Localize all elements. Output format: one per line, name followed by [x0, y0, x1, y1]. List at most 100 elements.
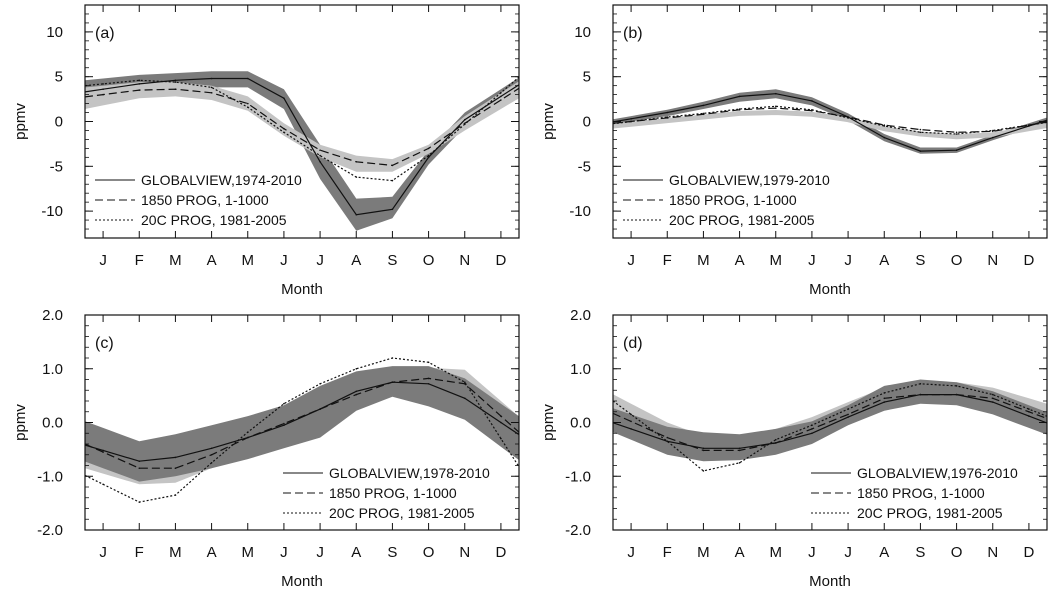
data-point-solid-4	[738, 447, 741, 450]
series-line-dotted	[85, 76, 519, 182]
data-point-dotted-9	[919, 383, 922, 385]
data-point-dotted-10	[955, 385, 958, 387]
data-point-dotted-7	[319, 383, 321, 385]
x-tick-label: J	[627, 252, 635, 269]
y-tick-label: -1.0	[565, 468, 591, 485]
uncertainty-band-2	[613, 379, 1047, 462]
legend-label: GLOBALVIEW,1979-2010	[669, 172, 830, 188]
data-point-solid-2	[138, 460, 141, 463]
uncertainty-band-1	[613, 89, 1047, 154]
x-tick-label: O	[951, 544, 963, 561]
data-point-dotted-5	[775, 438, 777, 441]
chart-panel-3: J F M A M J J A S O N D 2.0 1.0 0.0 -1.0 -2.0 Month ppmv (c…	[12, 307, 520, 590]
legend-label: 20C PROG, 1981-2005	[141, 212, 287, 228]
data-point-dotted-6	[283, 402, 285, 405]
x-tick-label: O	[423, 252, 435, 269]
x-tick-label: A	[735, 544, 745, 561]
data-point-dotted-2	[138, 501, 141, 503]
y-axis-title: ppmv	[540, 103, 557, 140]
data-point-dotted-4	[738, 462, 741, 464]
data-point-dashed-7	[319, 149, 321, 151]
data-point-dotted-6	[283, 131, 285, 134]
series-line-dashed	[613, 394, 1047, 451]
x-tick-label: A	[879, 252, 889, 269]
x-tick-label: D	[1023, 544, 1034, 561]
x-tick-label: M	[169, 544, 182, 561]
x-tick-label: M	[697, 544, 710, 561]
data-point-dashed-10	[427, 147, 430, 150]
legend-label: GLOBALVIEW,1974-2010	[141, 172, 302, 188]
data-point-dotted-11	[992, 393, 994, 396]
plot-area	[613, 379, 1047, 472]
x-tick-label: J	[280, 252, 288, 269]
chart-panel-4: J F M A M J J A S O N D 2.0 1.0 0.0 -1.0 -2.0 Month ppmv (d…	[540, 307, 1048, 590]
data-point-dashed-5	[775, 107, 777, 109]
y-tick-label: 5	[583, 69, 591, 86]
data-point-solid-10	[955, 149, 958, 151]
data-point-dotted-8	[355, 176, 358, 178]
data-point-solid-10	[427, 383, 430, 385]
x-tick-label: J	[316, 544, 324, 561]
data-point-dashed-1	[102, 451, 104, 453]
data-point-dashed-2	[138, 89, 141, 91]
y-tick-label: 10	[574, 24, 591, 41]
data-point-dashed-10	[955, 393, 958, 396]
data-point-dotted-3	[174, 494, 177, 496]
x-tick-label: D	[1023, 252, 1034, 269]
data-point-dashed-12	[500, 99, 502, 101]
data-point-dashed-8	[355, 393, 358, 396]
data-point-solid-11	[464, 118, 466, 121]
data-point-dotted-3	[174, 81, 177, 83]
x-tick-label: M	[242, 252, 255, 269]
data-point-solid-2	[138, 83, 141, 85]
x-tick-label: J	[808, 252, 816, 269]
data-point-dashed-7	[319, 408, 321, 410]
data-point-solid-7	[319, 161, 321, 163]
data-point-dotted-6	[811, 424, 813, 427]
x-tick-label: M	[770, 252, 783, 269]
data-point-solid-7	[847, 416, 849, 418]
x-tick-label: N	[459, 252, 470, 269]
uncertainty-band-2	[613, 110, 1047, 140]
legend-label: GLOBALVIEW,1976-2010	[857, 465, 1018, 481]
x-tick-label: S	[387, 544, 397, 561]
data-point-dashed-5	[247, 436, 249, 439]
data-point-solid-11	[992, 136, 994, 139]
data-point-dotted-9	[391, 179, 394, 182]
series-line-dotted	[85, 357, 519, 503]
series-line-solid	[85, 381, 519, 462]
data-point-dotted-3	[702, 112, 705, 115]
x-tick-label: F	[663, 544, 672, 561]
data-point-dashed-4	[210, 454, 213, 456]
data-point-dotted-1	[102, 483, 104, 486]
x-tick-label: N	[987, 544, 998, 561]
y-tick-label: 0.0	[42, 415, 63, 432]
data-point-solid-2	[666, 111, 669, 114]
data-point-dotted-5	[247, 106, 249, 108]
data-point-dotted-9	[391, 357, 394, 359]
y-tick-label: -2.0	[37, 522, 63, 539]
data-point-dotted-11	[464, 123, 466, 125]
data-point-dashed-12	[500, 415, 502, 417]
data-point-dashed-9	[919, 128, 922, 131]
x-tick-label: N	[987, 252, 998, 269]
data-point-dotted-4	[210, 462, 213, 464]
data-point-solid-6	[811, 432, 813, 435]
data-point-solid-12	[500, 421, 502, 424]
data-point-solid-1	[630, 428, 632, 430]
data-point-solid-12	[1028, 415, 1030, 417]
x-tick-label: S	[915, 544, 925, 561]
data-point-dotted-4	[738, 108, 741, 110]
data-point-dashed-4	[738, 449, 741, 452]
data-point-dotted-10	[427, 361, 430, 364]
data-point-dashed-8	[355, 161, 358, 163]
data-point-dotted-12	[500, 437, 502, 440]
data-point-dotted-4	[210, 86, 213, 89]
panel-label: (c)	[95, 335, 114, 352]
legend-label: 20C PROG, 1981-2005	[669, 212, 815, 228]
data-point-dotted-6	[811, 109, 813, 111]
x-tick-label: M	[242, 544, 255, 561]
data-point-dashed-6	[283, 127, 285, 130]
data-point-solid-4	[210, 77, 213, 80]
legend: GLOBALVIEW,1976-2010 1850 PROG, 1-1000 20C…	[811, 465, 1018, 521]
